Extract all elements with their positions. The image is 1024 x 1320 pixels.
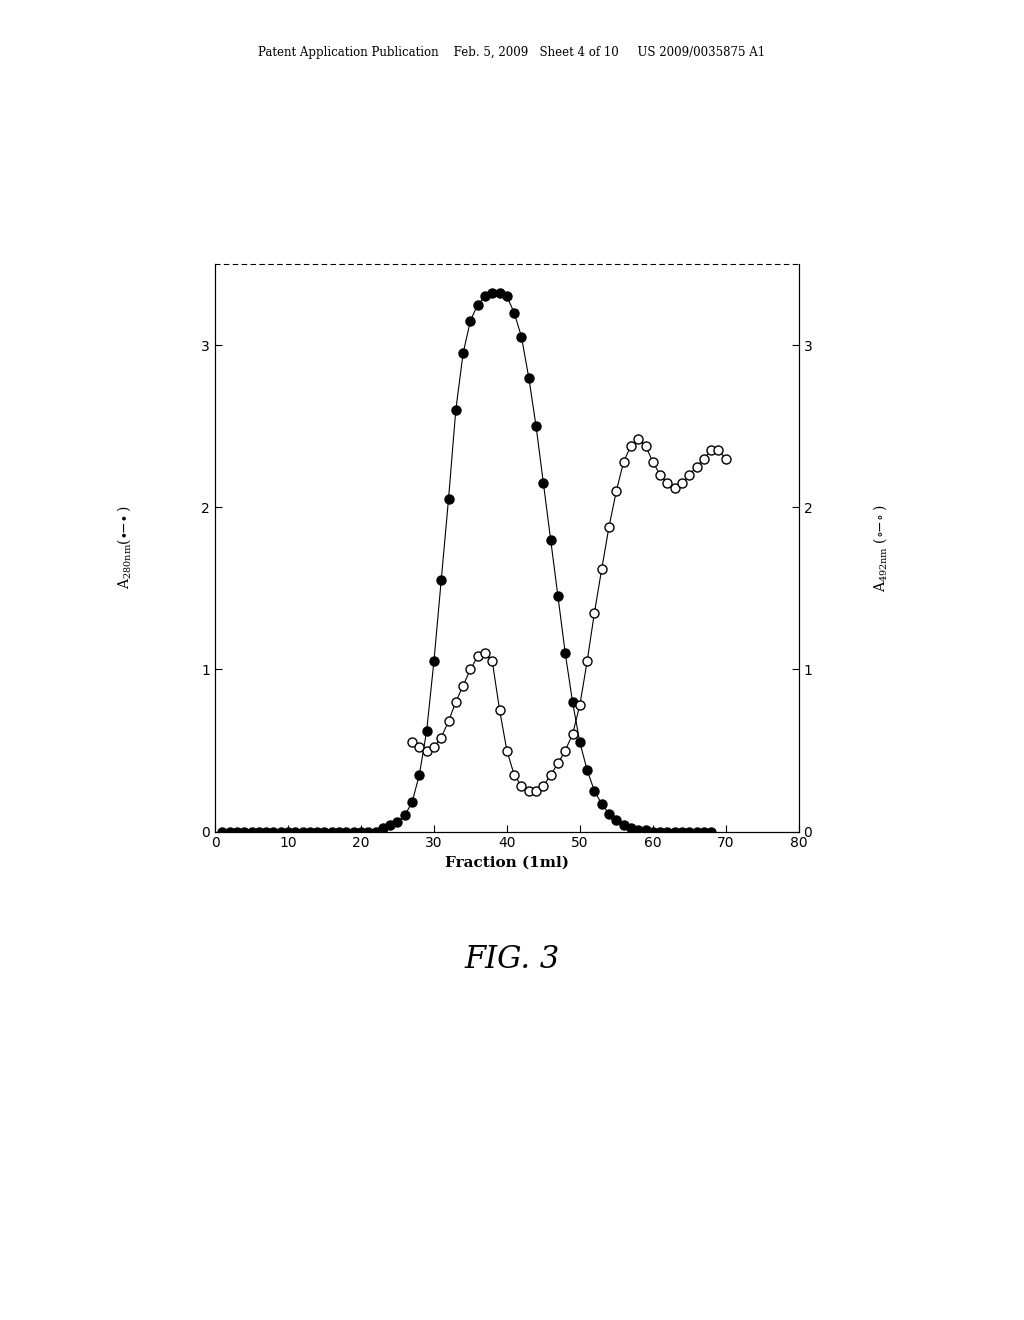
X-axis label: Fraction (1ml): Fraction (1ml): [444, 855, 569, 870]
Text: $\mathregular{A_{492nm}\ (\circ\!\!-\!\!\circ)}$: $\mathregular{A_{492nm}\ (\circ\!\!-\!\!…: [871, 504, 889, 591]
Text: Patent Application Publication    Feb. 5, 2009   Sheet 4 of 10     US 2009/00358: Patent Application Publication Feb. 5, 2…: [258, 46, 766, 59]
Text: FIG. 3: FIG. 3: [464, 944, 560, 974]
Text: $\mathregular{A_{280nm}(\bullet\!\!-\!\!\bullet)}$: $\mathregular{A_{280nm}(\bullet\!\!-\!\!…: [116, 506, 133, 590]
